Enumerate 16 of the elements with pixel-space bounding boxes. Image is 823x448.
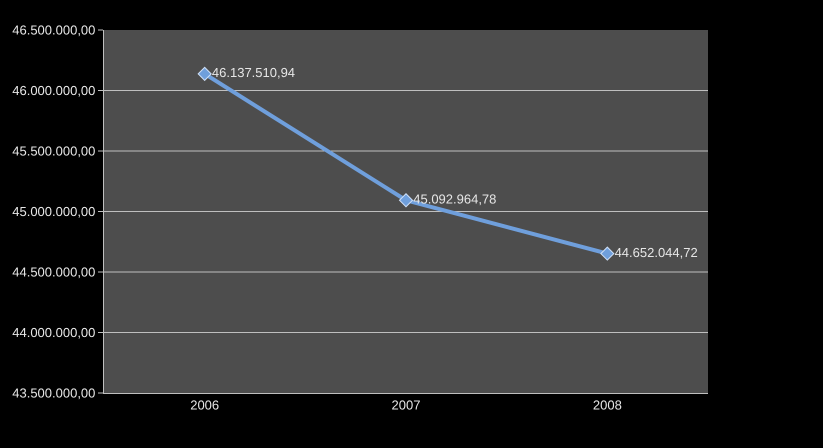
x-tick-label: 2006: [190, 398, 220, 413]
x-tick-label: 2007: [392, 398, 420, 413]
x-tick-label: 2008: [592, 398, 622, 413]
y-tick-label: 46.000.000,00: [12, 83, 96, 98]
y-tick-label: 46.500.000,00: [12, 22, 96, 38]
y-tick-label: 44.500.000,00: [12, 264, 96, 280]
y-tick-label: 45.000.000,00: [12, 204, 96, 220]
y-tick-label: 43.500.000,00: [12, 386, 96, 401]
data-label: 45.092.964,78: [413, 192, 496, 206]
data-label: 44.652.044,72: [614, 244, 698, 260]
y-tick-label: 44.000.000,00: [12, 325, 96, 340]
y-tick-label: 45.500.000,00: [12, 144, 96, 159]
point: [399, 193, 413, 208]
point: [600, 246, 614, 261]
point: [198, 66, 212, 81]
data-label: 46.137.510,94: [212, 65, 296, 80]
